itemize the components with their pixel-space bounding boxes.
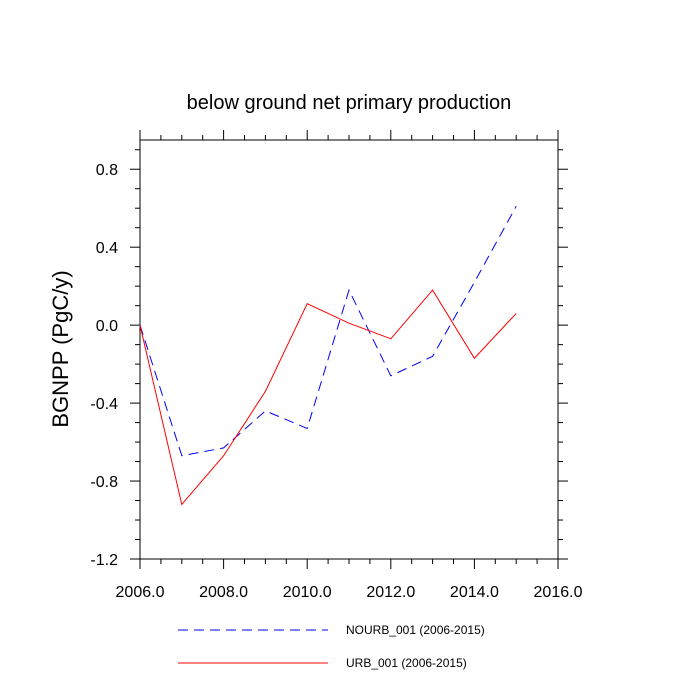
x-tick-label: 2012.0	[366, 584, 415, 601]
series-line-1	[139, 206, 517, 457]
legend-label-2: URB_001 (2006-2015)	[346, 656, 467, 670]
y-tick-label: 0.0	[96, 318, 118, 335]
x-tick-label: 2008.0	[199, 584, 248, 601]
y-tick-label: -1.2	[90, 552, 118, 569]
plot-frame	[139, 139, 559, 560]
axis-tick-labels: 2006.0 2008.0 2010.0 2012.0 2014.0 2016.0 0.8 0…	[90, 162, 582, 601]
series-lines	[139, 206, 517, 506]
y-tick-label: 0.8	[96, 162, 118, 179]
legend: NOURB_001 (2006-2015) URB_001 (2006-2015)	[178, 623, 485, 670]
axis-ticks	[130, 130, 568, 569]
y-axis-label: BGNPP (PgC/y)	[48, 270, 73, 427]
y-tick-label: -0.8	[90, 474, 118, 491]
x-tick-label: 2014.0	[450, 584, 499, 601]
y-tick-label: -0.4	[90, 396, 118, 413]
x-tick-label: 2016.0	[534, 584, 583, 601]
series-line-2	[139, 289, 517, 506]
chart-title: below ground net primary production	[187, 92, 512, 114]
x-tick-label: 2006.0	[116, 584, 165, 601]
x-tick-label: 2010.0	[283, 584, 332, 601]
y-tick-label: 0.4	[96, 240, 118, 257]
legend-label-1: NOURB_001 (2006-2015)	[346, 623, 485, 637]
